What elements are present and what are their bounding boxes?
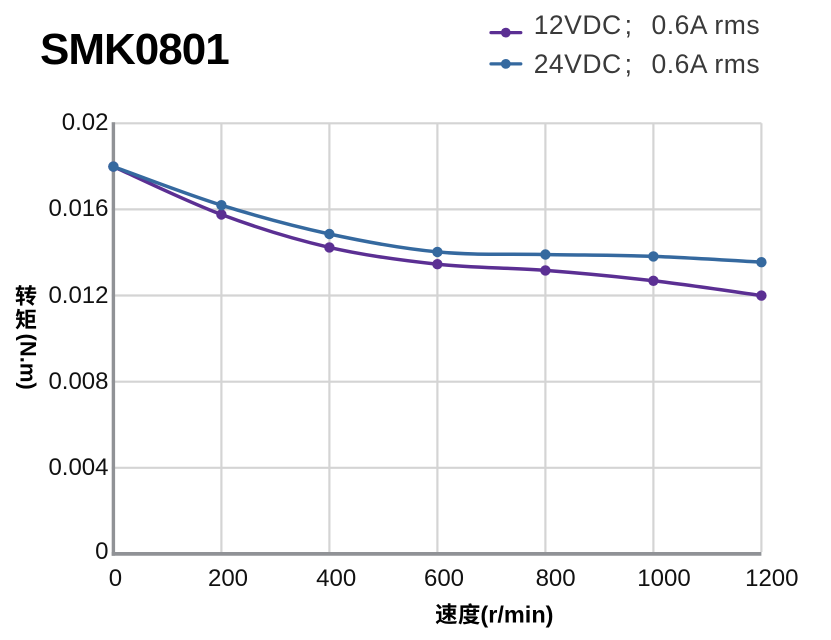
svg-text:(r/min): (r/min) [480,602,553,628]
svg-text:(N.m): (N.m) [16,334,41,390]
